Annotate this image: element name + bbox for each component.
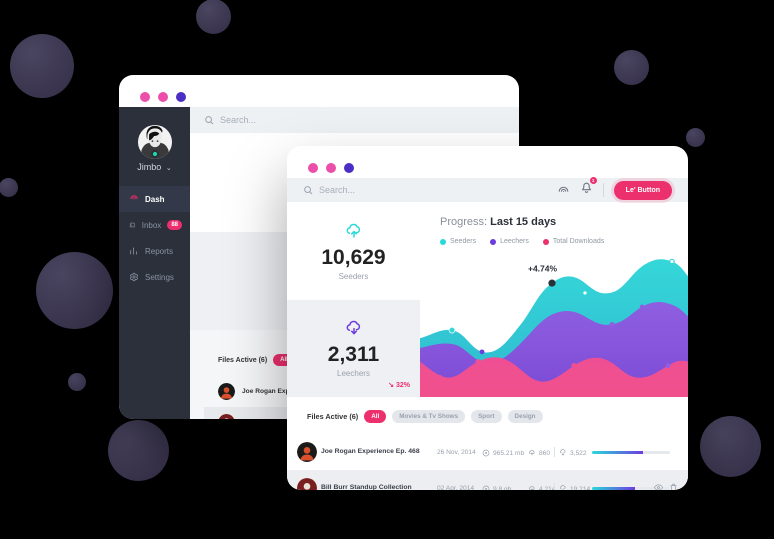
svg-text:+4.74%: +4.74%: [528, 263, 558, 273]
